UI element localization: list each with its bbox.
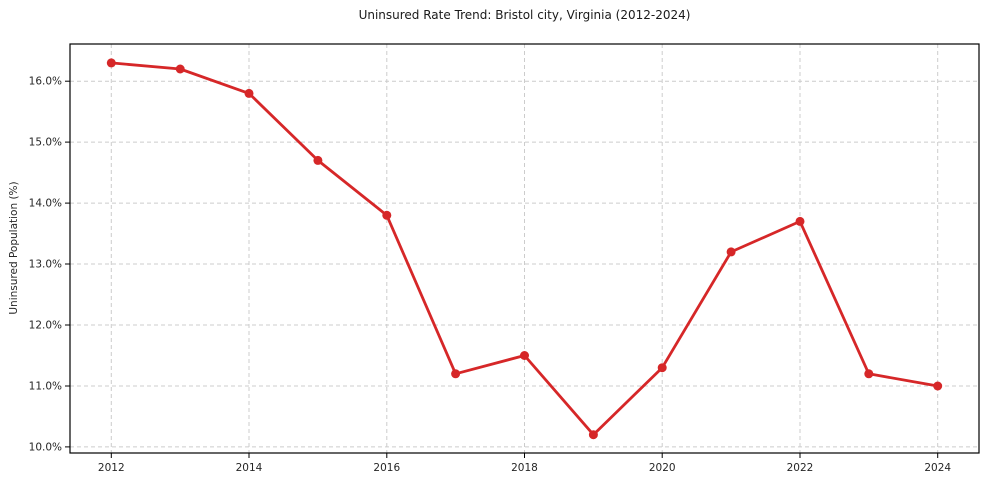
y-tick-label: 16.0% <box>29 76 62 88</box>
data-point <box>588 430 598 440</box>
x-tick-label: 2022 <box>787 462 814 474</box>
data-point <box>451 369 461 379</box>
x-tick-label: 2012 <box>98 462 125 474</box>
data-point <box>244 88 254 98</box>
data-point <box>795 216 805 226</box>
chart-title: Uninsured Rate Trend: Bristol city, Virg… <box>358 8 691 22</box>
y-tick-label: 10.0% <box>29 441 62 453</box>
x-tick-label: 2018 <box>511 462 538 474</box>
data-point <box>726 247 736 257</box>
x-tick-label: 2020 <box>649 462 676 474</box>
axes-box <box>69 43 980 454</box>
y-tick-label: 13.0% <box>29 259 62 271</box>
y-tick-label: 11.0% <box>29 381 62 393</box>
data-point <box>864 369 874 379</box>
y-tick-label: 12.0% <box>29 320 62 332</box>
data-point <box>933 381 943 391</box>
data-point <box>520 351 529 360</box>
data-point <box>175 64 185 74</box>
x-tick-label: 2016 <box>373 462 400 474</box>
data-point <box>382 210 392 220</box>
data-point <box>106 58 116 68</box>
data-point <box>657 363 667 373</box>
x-tick-label: 2014 <box>236 462 263 474</box>
y-tick-label: 14.0% <box>29 198 62 210</box>
y-tick-label: 15.0% <box>29 137 62 149</box>
data-point <box>313 155 323 165</box>
x-tick-label: 2024 <box>924 462 951 474</box>
